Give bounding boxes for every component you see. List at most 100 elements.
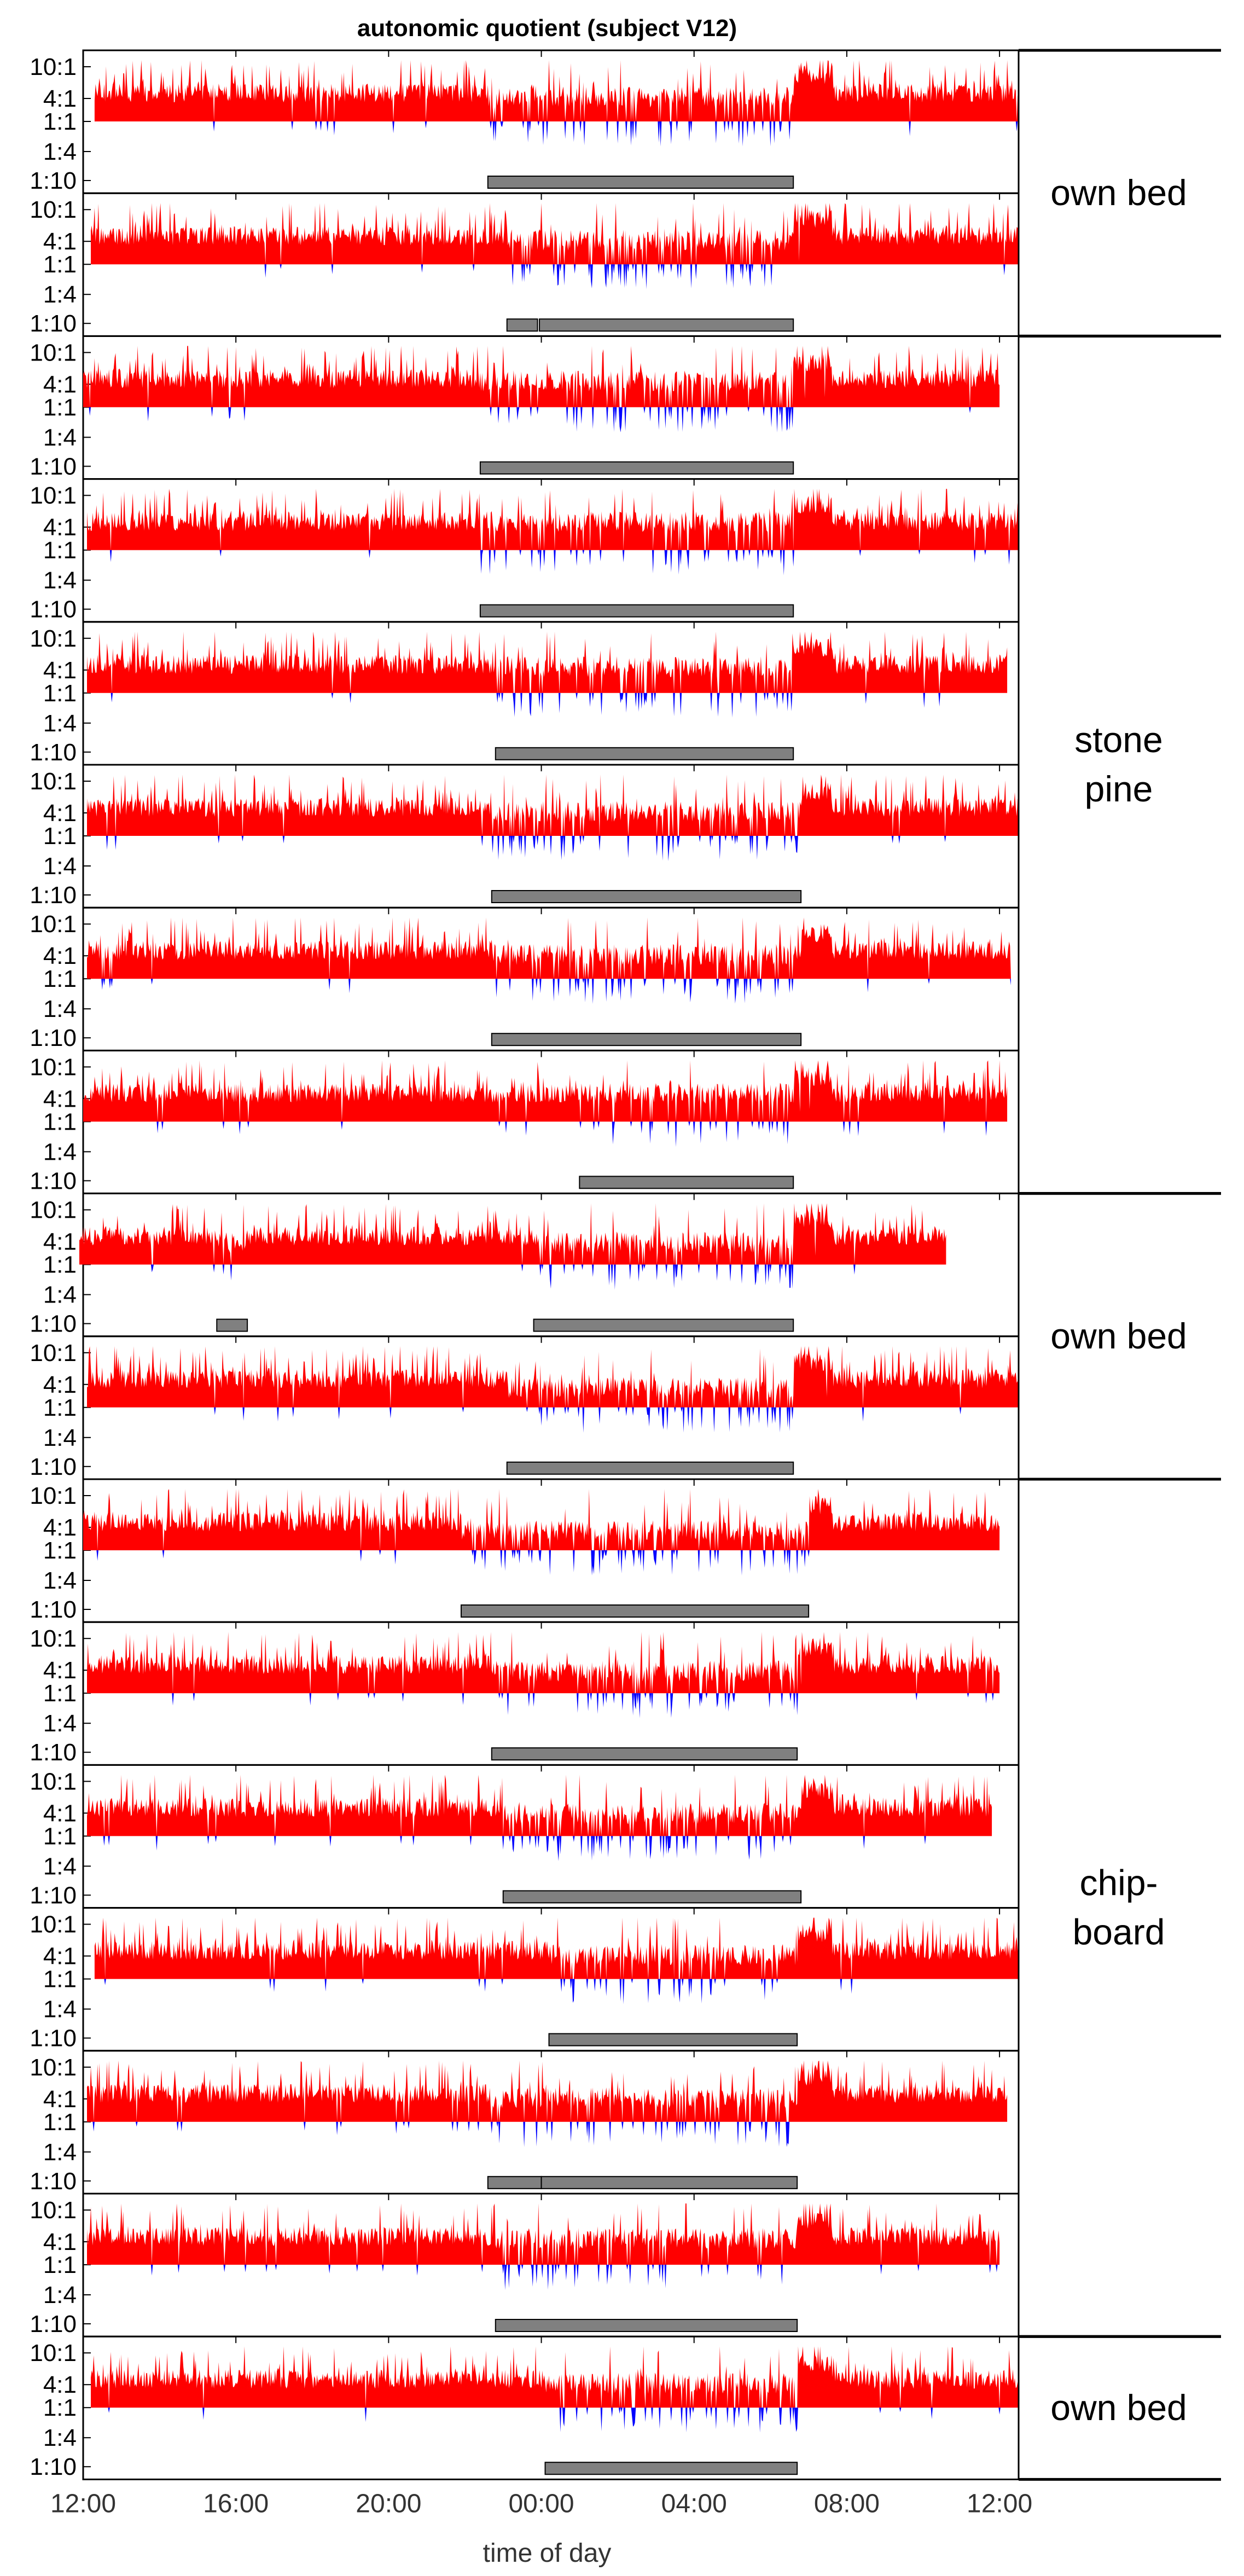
y-tick-label: 1:10 bbox=[30, 2311, 77, 2337]
y-tick-label: 10:1 bbox=[30, 1911, 77, 1938]
y-tick-label: 4:1 bbox=[43, 2229, 77, 2255]
aq-positive-area bbox=[94, 60, 1019, 121]
aq-positive-area bbox=[87, 775, 1019, 836]
aq-positive-area bbox=[79, 1203, 946, 1265]
aq-positive-area bbox=[87, 631, 1008, 693]
aq-positive-area bbox=[91, 203, 1019, 265]
y-tick-label: 10:1 bbox=[30, 1482, 77, 1509]
y-tick-label: 1:4 bbox=[43, 2424, 77, 2451]
y-tick-label: 10:1 bbox=[30, 1340, 77, 1366]
group-label: own bed bbox=[1050, 172, 1187, 213]
x-tick-label: 16:00 bbox=[203, 2489, 269, 2518]
rest-period-bar bbox=[540, 2176, 798, 2189]
aq-positive-area bbox=[87, 1632, 1000, 1694]
y-tick-label: 10:1 bbox=[30, 1625, 77, 1652]
aq-negative-area bbox=[87, 2265, 1000, 2290]
y-tick-label: 1:1 bbox=[43, 394, 77, 421]
y-tick-label: 4:1 bbox=[43, 1085, 77, 1112]
y-tick-label: 4:1 bbox=[43, 85, 77, 112]
night-panel: 10:1 4:11:1 1:41:10 bbox=[30, 335, 1020, 480]
rest-period-bar bbox=[506, 1461, 794, 1475]
y-tick-label: 10:1 bbox=[30, 1768, 77, 1795]
night-panel: 10:1 4:11:1 1:41:10 bbox=[30, 1621, 1020, 1766]
group-label: own bed bbox=[1050, 2387, 1187, 2428]
y-tick-label: 10:1 bbox=[30, 625, 77, 652]
y-tick-label: 1:1 bbox=[43, 1680, 77, 1707]
y-tick-label: 4:1 bbox=[43, 943, 77, 969]
y-tick-label: 10:1 bbox=[30, 339, 77, 366]
y-tick-label: 1:1 bbox=[43, 537, 77, 564]
rest-period-bar bbox=[479, 461, 794, 475]
y-tick-label: 4:1 bbox=[43, 228, 77, 255]
x-tick-label: 12:00 bbox=[967, 2489, 1032, 2518]
y-tick-label: 4:1 bbox=[43, 514, 77, 541]
y-tick-label: 1:4 bbox=[43, 1853, 77, 1880]
y-tick-label: 1:4 bbox=[43, 281, 77, 308]
night-panel: 10:1 4:11:1 1:41:10 bbox=[30, 49, 1020, 194]
y-tick-label: 1:10 bbox=[30, 1025, 77, 1051]
y-tick-label: 1:1 bbox=[43, 823, 77, 850]
rest-period-bar bbox=[544, 2462, 798, 2475]
y-tick-label: 1:1 bbox=[43, 680, 77, 707]
y-tick-label: 4:1 bbox=[43, 2371, 77, 2398]
y-tick-label: 1:10 bbox=[30, 167, 77, 194]
aq-positive-area bbox=[83, 346, 1000, 408]
rest-period-bar bbox=[548, 2033, 798, 2046]
rest-period-bar bbox=[506, 318, 538, 332]
night-panels: 10:14:11:11:41:1010:14:11:11:41:1010:14:… bbox=[30, 49, 1020, 2480]
y-tick-label: 1:10 bbox=[30, 1311, 77, 1338]
night-panel: 10:1 4:11:1 1:41:10 bbox=[30, 2335, 1020, 2480]
x-axis: 12:00 16:00 20:00 00:00 04:00 08:00 12:00 bbox=[50, 2489, 1032, 2518]
y-tick-label: 1:10 bbox=[30, 310, 77, 337]
x-tick-label: 04:00 bbox=[661, 2489, 727, 2518]
y-tick-label: 1:1 bbox=[43, 251, 77, 278]
aq-positive-area bbox=[87, 1775, 992, 1836]
y-tick-label: 4:1 bbox=[43, 800, 77, 827]
y-tick-label: 1:1 bbox=[43, 2109, 77, 2136]
rest-period-bar bbox=[539, 318, 794, 332]
rest-period-bar bbox=[460, 1604, 810, 1618]
night-panel: 10:1 4:11:1 1:41:10 bbox=[30, 1478, 1020, 1623]
rest-period-bar bbox=[216, 1318, 248, 1332]
y-tick-label: 1:1 bbox=[43, 1252, 77, 1278]
condition-groups: own bed stone pine own bed chip-board own bed bbox=[1018, 49, 1221, 2481]
y-tick-label: 1:1 bbox=[43, 2394, 77, 2421]
night-panel: 10:1 4:11:1 1:41:10 bbox=[30, 192, 1020, 337]
group-label: stone pine bbox=[1074, 719, 1162, 809]
night-panel: 10:1 4:11:1 1:41:10 bbox=[30, 764, 1020, 909]
y-tick-label: 10:1 bbox=[30, 196, 77, 223]
y-tick-label: 4:1 bbox=[43, 1371, 77, 1398]
aq-positive-area bbox=[87, 1346, 1019, 1408]
aq-negative-area bbox=[94, 1979, 1019, 2004]
y-tick-label: 4:1 bbox=[43, 1514, 77, 1541]
rest-period-bar bbox=[502, 1890, 802, 1904]
y-tick-label: 1:10 bbox=[30, 1596, 77, 1623]
night-panel: 10:1 4:11:1 1:41:10 bbox=[30, 1764, 1020, 1909]
y-tick-label: 1:10 bbox=[30, 2168, 77, 2195]
y-tick-label: 1:4 bbox=[43, 1424, 77, 1451]
y-tick-label: 4:1 bbox=[43, 371, 77, 398]
rest-period-bar bbox=[579, 1176, 794, 1189]
rest-period-bar bbox=[487, 2176, 542, 2189]
chart-title: autonomic quotient (subject V12) bbox=[357, 15, 737, 42]
y-tick-label: 1:4 bbox=[43, 1138, 77, 1165]
aq-positive-area bbox=[91, 2346, 1019, 2408]
y-tick-label: 10:1 bbox=[30, 1197, 77, 1224]
y-tick-label: 10:1 bbox=[30, 482, 77, 509]
y-tick-label: 4:1 bbox=[43, 2086, 77, 2113]
y-tick-label: 1:4 bbox=[43, 2139, 77, 2166]
y-tick-label: 1:4 bbox=[43, 996, 77, 1022]
aq-positive-area bbox=[87, 489, 1019, 550]
y-tick-label: 1:4 bbox=[43, 1996, 77, 2023]
y-tick-label: 1:10 bbox=[30, 453, 77, 480]
rest-period-bar bbox=[491, 1033, 802, 1046]
y-tick-label: 1:4 bbox=[43, 853, 77, 880]
y-tick-label: 1:4 bbox=[43, 424, 77, 451]
y-tick-label: 1:10 bbox=[30, 596, 77, 623]
y-tick-label: 1:1 bbox=[43, 1108, 77, 1135]
aq-positive-area bbox=[87, 2060, 1008, 2122]
y-tick-label: 1:1 bbox=[43, 1823, 77, 1850]
y-tick-label: 4:1 bbox=[43, 1657, 77, 1684]
aq-positive-area bbox=[87, 917, 1011, 979]
